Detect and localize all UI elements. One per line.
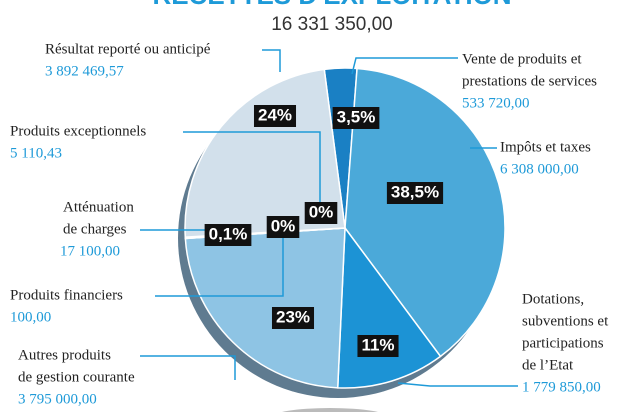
percent-label: 0%: [309, 202, 334, 221]
percent-label: 0,1%: [209, 224, 248, 243]
leader-line: [351, 57, 458, 75]
category-label: de charges: [63, 221, 127, 237]
percent-label: 3,5%: [337, 107, 376, 126]
value-label: 3 795 000,00: [18, 391, 97, 407]
category-label: Impôts et taxes: [500, 139, 591, 155]
pie-slice: [344, 67, 506, 358]
leader-line: [155, 237, 284, 297]
category-label: Vente de produits et: [462, 51, 582, 67]
percent-box: [204, 224, 252, 246]
value-label: 17 100,00: [60, 243, 120, 259]
percent-box: [271, 307, 315, 329]
category-label: de l’Etat: [522, 357, 574, 373]
percent-label: 24%: [258, 105, 292, 124]
chart-title: RECETTES D'EXPLOITATION: [152, 0, 511, 10]
category-label: Autres produits: [18, 347, 111, 363]
pie-slice: [184, 68, 346, 238]
value-label: 1 779 850,00: [522, 379, 601, 395]
percent-box: [304, 202, 338, 224]
value-label: 6 308 000,00: [500, 161, 579, 177]
percent-box: [357, 335, 399, 357]
category-label: subventions et: [522, 313, 609, 329]
leader-line: [183, 131, 321, 206]
value-label: 100,00: [10, 309, 51, 325]
chart-subtitle: 16 331 350,00: [271, 14, 393, 35]
value-label: 5 110,43: [10, 145, 62, 161]
percent-box: [253, 105, 297, 127]
value-label: 533 720,00: [462, 95, 530, 111]
percent-label: 23%: [276, 307, 310, 326]
pie-slice: [184, 227, 346, 389]
value-label: 3 892 469,57: [45, 63, 124, 79]
leader-line: [140, 355, 236, 380]
category-label: de gestion courante: [18, 369, 135, 385]
percent-box: [332, 107, 380, 129]
shadow: [282, 408, 378, 412]
percent-label: 0%: [271, 216, 296, 235]
percent-label: 11%: [361, 335, 394, 354]
category-label: participations: [522, 335, 604, 351]
category-label: Résultat reporté ou anticipé: [45, 41, 211, 57]
category-label: prestations de services: [462, 73, 597, 89]
category-label: Dotations,: [522, 291, 584, 307]
percent-box: [266, 216, 300, 238]
leader-line: [397, 382, 518, 387]
category-label: Produits exceptionnels: [10, 123, 146, 139]
percent-label: 38,5%: [391, 182, 439, 201]
category-label: Atténuation: [63, 199, 134, 215]
leader-line: [262, 49, 281, 72]
category-label: Produits financiers: [10, 287, 123, 303]
percent-box: [386, 182, 444, 204]
